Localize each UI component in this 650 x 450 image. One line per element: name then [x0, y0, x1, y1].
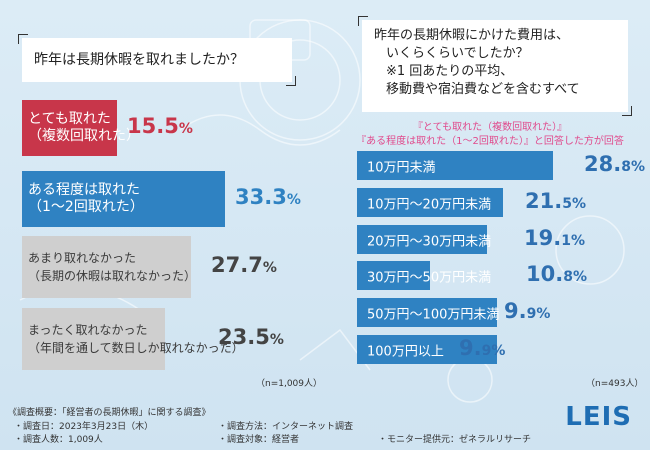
survey-method: ・調査方法：インターネット調査 [218, 422, 354, 432]
bar-value: 10.8% [526, 262, 587, 286]
bar-value: 23.5% [218, 325, 284, 349]
bar-value: 21.5% [525, 189, 586, 213]
left-sample-size: （n=1,009人） [256, 379, 323, 389]
survey-provider: ・モニター提供元：ゼネラルリサーチ [378, 435, 532, 445]
bar-label: 10万円未満 [367, 160, 436, 175]
bar-label: あまり取れなかった （長期の休暇は取れなかった） [28, 251, 197, 283]
question-left-text: 昨年は長期休暇を取れましたか？ [34, 52, 244, 68]
survey-title: 《調査概要：「経営者の長期休暇」に関する調査》 [8, 408, 211, 418]
bar-value: 15.5% [127, 114, 193, 138]
bar-value: 33.3% [235, 185, 301, 209]
bar-value: 27.7% [211, 253, 277, 277]
bracket-corner [622, 106, 632, 116]
bar-label: 30万円～50万円未満 [367, 270, 492, 285]
question-right-line: いくらくらいでしたか？ [386, 46, 529, 61]
bar-vacation-2: あまり取れなかった （長期の休暇は取れなかった） [22, 236, 196, 298]
bar-label: 100万円以上 [367, 344, 444, 359]
bar-label: ある程度は取れた （1～2回取れた） [28, 182, 144, 215]
survey-date: ・調査日：2023年3月23日（木） [14, 422, 154, 432]
bar-label: 10万円～20万円未満 [367, 197, 492, 212]
question-right-line: 移動費や宿泊費などを含むすべて [386, 82, 580, 97]
bar-label: まったく取れなかった （年間を通して数日しか取れなかった） [28, 323, 244, 355]
bar-cost-0: 10万円未満 [357, 151, 553, 180]
bar-cost-3: 30万円～50万円未満 [357, 261, 491, 290]
bar-cost-2: 20万円～30万円未満 [357, 225, 491, 254]
respondent-note-line-2: 『ある程度は取れた（1～2回取れた）』と回答した方が回答 [356, 136, 624, 147]
question-left: 昨年は長期休暇を取れましたか？ [18, 34, 296, 86]
bar-vacation-0: とても取れた （複数回取れた） [22, 100, 140, 156]
survey-target: ・調査対象：経営者 [218, 435, 300, 445]
bar-value: 9.9% [459, 336, 506, 360]
bar-label: 20万円～30万円未満 [367, 234, 492, 249]
bracket-corner [358, 16, 368, 26]
question-right-line: 昨年の長期休暇にかけた費用は、 [374, 28, 570, 43]
respondent-note-line-1: 『とても取れた（複数回取れた）』 [412, 122, 568, 133]
bar-label: 50万円～100万円未満 [367, 307, 500, 322]
bar-cost-5: 100万円以上 [357, 335, 497, 364]
bar-label: とても取れた （複数回取れた） [28, 111, 140, 144]
bar-cost-1: 10万円～20万円未満 [357, 188, 503, 217]
bar-cost-4: 50万円～100万円未満 [357, 298, 500, 327]
bracket-corner [286, 76, 296, 86]
question-right-line: ※1 回あたりの平均、 [386, 64, 514, 79]
bar-value: 28.8% [584, 152, 645, 176]
survey-count: ・調査人数：1,009人 [14, 435, 103, 445]
company-logo: LEIS [565, 402, 632, 432]
bar-value: 9.9% [504, 299, 551, 323]
right-sample-size: （n=493人） [586, 379, 644, 389]
question-right: 昨年の長期休暇にかけた費用は、 いくらくらいでしたか？ ※1 回あたりの平均、 … [358, 16, 632, 116]
bracket-corner [18, 34, 28, 44]
bar-vacation-1: ある程度は取れた （1～2回取れた） [22, 171, 225, 227]
bar-vacation-3: まったく取れなかった （年間を通して数日しか取れなかった） [22, 308, 244, 370]
bar-value: 19.1% [524, 226, 585, 250]
